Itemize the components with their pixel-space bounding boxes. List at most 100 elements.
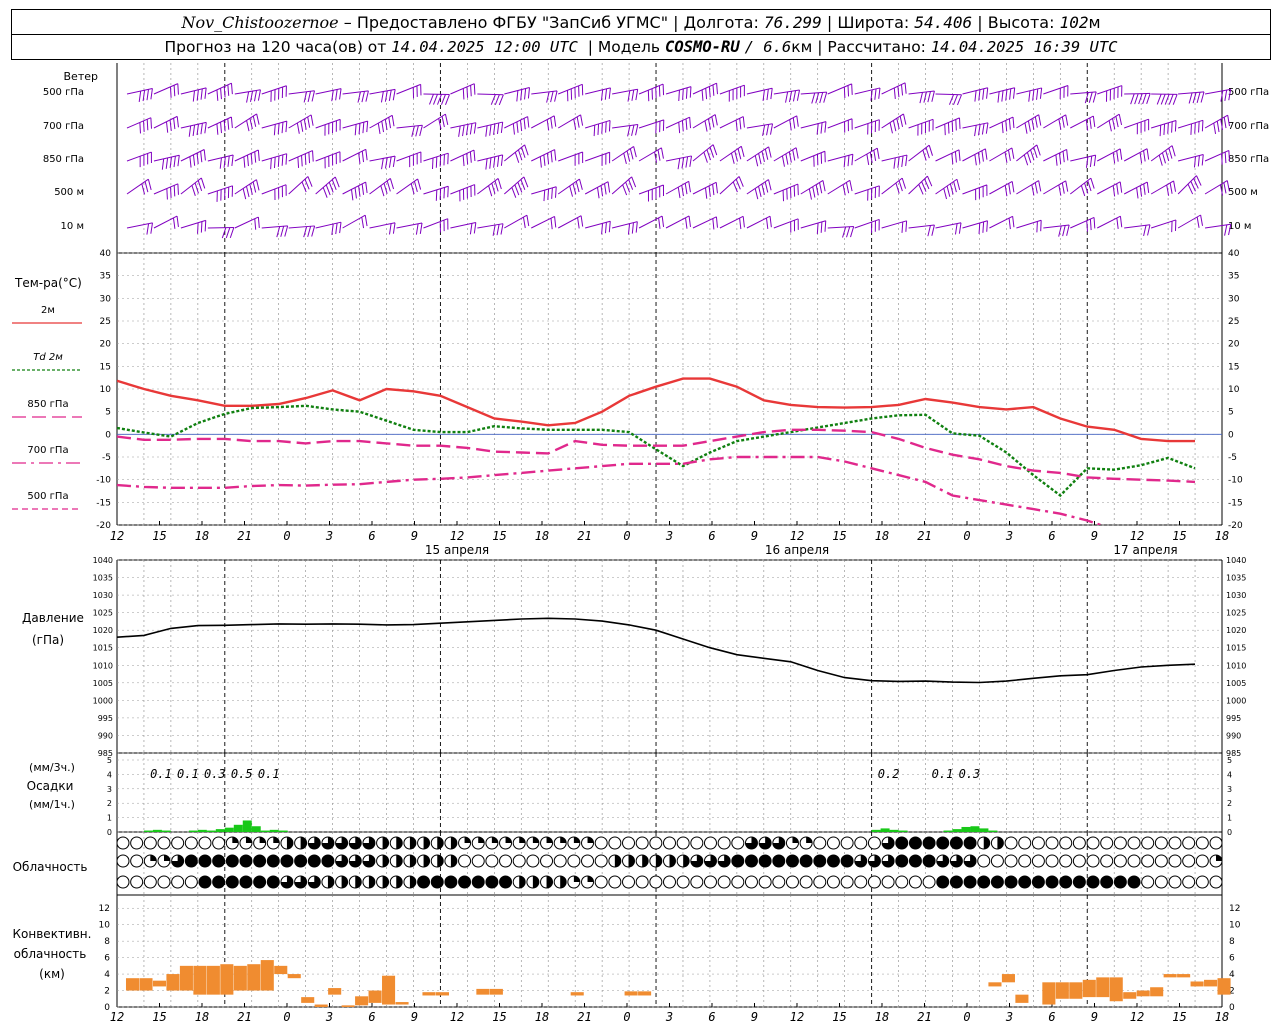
wind-barb-flag — [246, 120, 250, 132]
wind-barb-flag — [706, 149, 712, 161]
wind-barb-flag — [925, 147, 930, 159]
wind-barb-flag — [1008, 218, 1011, 230]
cloud-circle — [799, 875, 813, 889]
cloud-symbol — [1004, 875, 1018, 889]
wind-barb — [531, 90, 558, 103]
wind-barb-flag — [758, 153, 762, 165]
cloud-symbol — [526, 854, 540, 868]
time-tick-label-bottom: 9 — [751, 1010, 758, 1024]
precip-3h-label: 0.1 — [177, 767, 199, 781]
wind-barb-flag — [1024, 122, 1028, 134]
wind-barb-flag — [1226, 180, 1230, 192]
wind-barb-flag — [905, 155, 908, 167]
wind-barb-flag — [365, 90, 369, 102]
wind-barb-flag — [921, 181, 927, 192]
wind-barb-flag — [657, 149, 661, 161]
wind-barb — [369, 178, 395, 197]
cloud-symbol — [676, 854, 690, 868]
wind-barb — [989, 147, 1015, 163]
cloud-symbol — [731, 875, 745, 889]
wind-barb-flag — [498, 94, 504, 106]
cloud-circle — [622, 875, 636, 889]
cloud-fill — [546, 876, 553, 888]
precip-ytick-label-right: 1 — [1227, 814, 1232, 823]
cloud-symbol — [1141, 854, 1155, 868]
cloud-symbol — [1031, 836, 1045, 850]
wind-barb-flag — [469, 223, 473, 235]
cloud-circle — [854, 875, 868, 889]
cloud-fill — [936, 855, 949, 867]
cloud-fill — [499, 876, 512, 888]
precip-ytick-label-right: 4 — [1227, 770, 1232, 779]
cloud-symbol — [116, 854, 130, 868]
wind-barb-flag — [143, 120, 145, 132]
cloud-circle — [1141, 836, 1155, 850]
time-tick-label: 0 — [283, 529, 290, 543]
wind-barb-flag — [496, 122, 500, 134]
wind-barb-flag — [308, 152, 311, 164]
cloud-fill — [478, 837, 485, 843]
precip-bar — [979, 828, 989, 832]
wind-barb — [692, 216, 718, 230]
wind-barb — [1150, 219, 1177, 233]
wind-barb-flag — [605, 121, 607, 133]
cloud-circle — [171, 875, 185, 889]
wind-barb-flag — [1161, 152, 1166, 164]
wind-barb-flag — [280, 226, 285, 237]
precip-ytick-label-right: 2 — [1227, 799, 1232, 808]
wind-barb — [126, 117, 153, 134]
wind-barb — [261, 153, 288, 170]
precip-ytick-label: 4 — [107, 770, 112, 779]
precip-ytick-label: 3 — [107, 785, 112, 794]
cloud-fill — [245, 837, 252, 843]
pressure-ytick-label-right: 1035 — [1226, 574, 1246, 583]
cloud-symbol — [444, 854, 458, 868]
temp-ytick-label-right: 25 — [1228, 317, 1239, 327]
cloud-symbol — [895, 854, 909, 868]
wind-barb-flag — [257, 216, 260, 229]
cloud-fill — [267, 855, 280, 867]
wind-barb-flag — [229, 227, 235, 239]
cloud-symbol — [567, 836, 581, 850]
wind-barb-flag — [361, 91, 365, 103]
wind-barb-flag — [197, 180, 203, 192]
cloud-circle — [1182, 836, 1196, 850]
wind-barb-flag — [631, 89, 635, 101]
wind-barb — [773, 147, 799, 167]
cloud-fill — [226, 855, 239, 867]
wind-barb-flag — [742, 116, 745, 128]
cloud-symbol — [1182, 854, 1196, 868]
cloud-symbol — [239, 836, 253, 850]
cloud-symbol — [225, 854, 239, 868]
time-tick-label-bottom: 9 — [411, 1010, 418, 1024]
wind-barb-flag — [712, 84, 715, 96]
wind-barb-flag — [1031, 118, 1035, 130]
wind-barb-flag — [554, 149, 557, 161]
wind-barb — [396, 83, 422, 99]
cloud-fill — [950, 837, 963, 849]
wind-barb-flag — [1004, 185, 1008, 197]
temp-series-line — [117, 428, 1196, 484]
cloud-circle — [1195, 875, 1209, 889]
cloud-fill — [759, 837, 772, 850]
cloud-symbol — [744, 854, 758, 868]
time-tick-label: 6 — [708, 529, 715, 543]
cloud-symbol — [936, 875, 950, 889]
wind-barb — [611, 146, 637, 164]
wind-barb-flag — [386, 180, 391, 192]
conv-bar — [139, 978, 153, 991]
cloud-fill — [519, 837, 526, 843]
wind-barb-flag — [254, 218, 257, 230]
cloud-symbol — [977, 854, 991, 868]
precip-unit-bottom: (мм/1ч.) — [29, 798, 75, 811]
wind-barb — [989, 87, 1016, 103]
cloud-fill — [909, 855, 922, 867]
temp-ytick-label-right: 15 — [1228, 362, 1239, 372]
wind-barb-flag — [380, 185, 385, 197]
cloud-fill — [321, 837, 334, 850]
wind-barb-flag — [550, 151, 553, 163]
wind-barb — [585, 151, 611, 166]
cloud-fill — [396, 855, 403, 867]
cloud-symbol — [567, 875, 581, 889]
wind-barb — [1124, 118, 1150, 135]
